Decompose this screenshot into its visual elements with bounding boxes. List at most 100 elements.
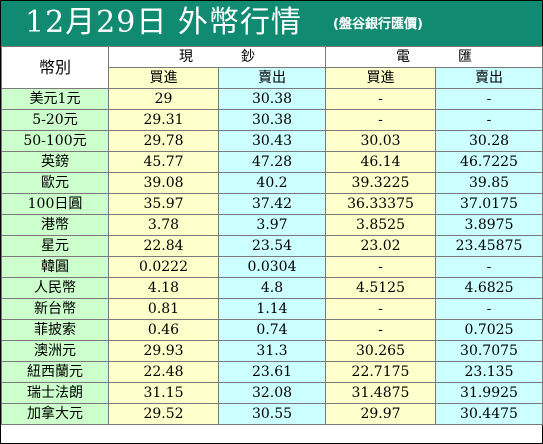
cash-buy-value: 0.0222 <box>108 256 219 278</box>
cash-sell-value: 30.38 <box>218 88 326 110</box>
wire-sell-value: - <box>435 298 543 320</box>
cash-sell-value: 30.38 <box>218 109 326 131</box>
cash-buy-value: 45.77 <box>108 151 219 173</box>
page-subtitle: (盤谷銀行匯價) <box>333 17 423 32</box>
table-row: 歐元 39.08 40.2 39.3225 39.85 <box>1 172 543 194</box>
wire-sell-value: 46.7225 <box>435 151 543 173</box>
wire-buy-value: 30.03 <box>325 130 436 152</box>
cash-buy-value: 39.08 <box>108 172 219 194</box>
cash-sell-value: 47.28 <box>218 151 326 173</box>
currency-name: 韓圓 <box>1 256 109 278</box>
header-banner: 12月29日 外幣行情 (盤谷銀行匯價) <box>1 1 542 46</box>
wire-sell-value: 23.45875 <box>435 235 543 257</box>
cash-buy-value: 0.46 <box>108 319 219 341</box>
cash-buy-value: 22.48 <box>108 361 219 383</box>
currency-name: 100日圓 <box>1 193 109 215</box>
currency-name: 美元1元 <box>1 88 109 110</box>
cash-buy-value: 4.18 <box>108 277 219 299</box>
currency-name: 澳洲元 <box>1 340 109 362</box>
cash-sell-value: 37.42 <box>218 193 326 215</box>
cash-sell-header: 賣出 <box>218 67 326 89</box>
currency-name: 人民幣 <box>1 277 109 299</box>
cash-sell-value: 30.43 <box>218 130 326 152</box>
wire-sell-value: 39.85 <box>435 172 543 194</box>
cash-sell-value: 3.97 <box>218 214 326 236</box>
currency-name: 5-20元 <box>1 109 109 131</box>
wire-buy-value: - <box>325 109 436 131</box>
wire-sell-value: 23.135 <box>435 361 543 383</box>
table-row: 美元1元 29 30.38- - <box>1 88 543 110</box>
wire-sell-value: 4.6825 <box>435 277 543 299</box>
cash-sell-value: 23.61 <box>218 361 326 383</box>
wire-sell-header: 賣出 <box>435 67 543 89</box>
table-row: 紐西蘭元 22.48 23.61 22.7175 23.135 <box>1 361 543 383</box>
wire-buy-value: - <box>325 88 436 110</box>
wire-buy-value: 30.265 <box>325 340 436 362</box>
cash-sell-value: 0.74 <box>218 319 326 341</box>
wire-sell-value: 3.8975 <box>435 214 543 236</box>
table-row: 韓圓 0.0222 0.0304- - <box>1 256 543 278</box>
table-row: 50-100元 29.78 30.43 30.03 30.28 <box>1 130 543 152</box>
wire-buy-value: 31.4875 <box>325 382 436 404</box>
currency-name: 菲披索 <box>1 319 109 341</box>
currency-name: 50-100元 <box>1 130 109 152</box>
wire-buy-value: 3.8525 <box>325 214 436 236</box>
cash-sell-value: 0.0304 <box>218 256 326 278</box>
table-row: 100日圓 35.97 37.42 36.33375 37.0175 <box>1 193 543 215</box>
cash-sell-value: 1.14 <box>218 298 326 320</box>
currency-name: 加拿大元 <box>1 403 109 425</box>
currency-name: 英鎊 <box>1 151 109 173</box>
wire-buy-value: - <box>325 319 436 341</box>
cash-sell-value: 32.08 <box>218 382 326 404</box>
wire-sell-value: 37.0175 <box>435 193 543 215</box>
wire-buy-value: 46.14 <box>325 151 436 173</box>
table-row: 港幣 3.78 3.97 3.8525 3.8975 <box>1 214 543 236</box>
table-row: 5-20元 29.31 30.38- - <box>1 109 543 131</box>
currency-column-header: 幣別 <box>1 46 109 89</box>
cash-sell-value: 23.54 <box>218 235 326 257</box>
wire-sell-value: 30.7075 <box>435 340 543 362</box>
wire-buy-value: 4.5125 <box>325 277 436 299</box>
currency-name: 瑞士法朗 <box>1 382 109 404</box>
cash-buy-value: 31.15 <box>108 382 219 404</box>
table-row: 加拿大元 29.52 30.55 29.97 30.4475 <box>1 403 543 425</box>
wire-buy-value: 23.02 <box>325 235 436 257</box>
cash-sell-value: 30.55 <box>218 403 326 425</box>
cash-sell-value: 40.2 <box>218 172 326 194</box>
cash-buy-value: 29.93 <box>108 340 219 362</box>
wire-buy-value: 36.33375 <box>325 193 436 215</box>
wire-sell-value: 31.9925 <box>435 382 543 404</box>
currency-name: 港幣 <box>1 214 109 236</box>
table-row: 星元 22.84 23.54 23.02 23.45875 <box>1 235 543 257</box>
wire-buy-header: 買進 <box>325 67 436 89</box>
exchange-rate-table: 幣別 現鈔 電匯 買進 賣出 買進 賣出 美元1元 29 30.38- -5-20元 2… <box>1 46 543 425</box>
currency-name: 紐西蘭元 <box>1 361 109 383</box>
table-row: 澳洲元 29.93 31.3 30.265 30.7075 <box>1 340 543 362</box>
wire-sell-value: - <box>435 109 543 131</box>
wire-group-header: 電匯 <box>325 46 543 68</box>
currency-name: 新台幣 <box>1 298 109 320</box>
wire-sell-value: 30.4475 <box>435 403 543 425</box>
cash-buy-value: 35.97 <box>108 193 219 215</box>
table-row: 瑞士法朗 31.15 32.08 31.4875 31.9925 <box>1 382 543 404</box>
wire-buy-value: 29.97 <box>325 403 436 425</box>
currency-name: 歐元 <box>1 172 109 194</box>
cash-buy-value: 3.78 <box>108 214 219 236</box>
cash-buy-value: 29.31 <box>108 109 219 131</box>
cash-sell-value: 31.3 <box>218 340 326 362</box>
wire-buy-value: 39.3225 <box>325 172 436 194</box>
wire-buy-value: - <box>325 298 436 320</box>
wire-buy-value: - <box>325 256 436 278</box>
wire-sell-value: - <box>435 88 543 110</box>
wire-buy-value: 22.7175 <box>325 361 436 383</box>
cash-buy-value: 29.52 <box>108 403 219 425</box>
cash-buy-value: 22.84 <box>108 235 219 257</box>
table-row: 菲披索 0.46 0.74-0.7025 <box>1 319 543 341</box>
cash-buy-header: 買進 <box>108 67 219 89</box>
wire-sell-value: 30.28 <box>435 130 543 152</box>
currency-name: 星元 <box>1 235 109 257</box>
wire-sell-value: - <box>435 256 543 278</box>
cash-buy-value: 29.78 <box>108 130 219 152</box>
cash-sell-value: 4.8 <box>218 277 326 299</box>
